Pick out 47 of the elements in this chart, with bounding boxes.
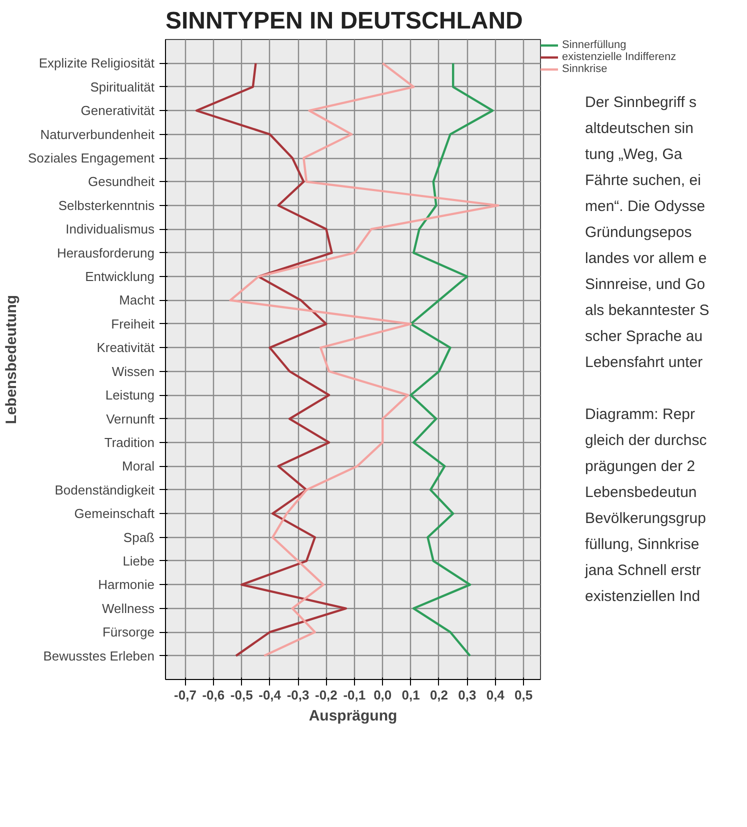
legend-label: Sinnkrise: [562, 63, 608, 75]
y-tick-label: Bodenständigkeit: [54, 482, 155, 498]
y-tick-label: Vernunft: [106, 411, 155, 426]
y-tick-label: Spaß: [123, 530, 155, 545]
y-tick-label: Tradition: [104, 434, 155, 450]
y-tick-label: Individualismus: [66, 222, 155, 237]
y-tick-label: Fürsorge: [102, 624, 155, 640]
x-tick-label: 0,4: [486, 688, 506, 702]
y-tick-label: Liebe: [122, 553, 155, 568]
y-tick-label: Macht: [119, 292, 155, 308]
y-tick-label: Harmonie: [98, 577, 155, 592]
y-tick-label: Freiheit: [111, 316, 155, 332]
legend-label: Sinnerfüllung: [562, 39, 626, 51]
x-tick-label: -0,3: [286, 688, 310, 702]
x-axis-title: Ausprägung: [308, 708, 398, 724]
y-tick-label: Gemeinschaft: [74, 506, 155, 522]
y-tick-label: Leistung: [105, 388, 155, 403]
y-tick-label: Naturverbundenheit: [40, 126, 155, 142]
y-tick-label: Selbsterkenntnis: [58, 198, 155, 213]
y-tick-label: Entwicklung: [85, 269, 155, 284]
chart-title: SINNTYPEN IN DEUTSCHLAND: [166, 8, 523, 34]
x-tick-label: -0,5: [230, 688, 253, 702]
x-tick-label: 0,3: [458, 688, 476, 702]
x-tick-label: -0,7: [174, 688, 196, 702]
text: Diagramm: Repr gleich der durchsc prägungen der 2 Lebensbedeutun Bevölkerungsgrup füllung, Sinnkrise jana Schnell erstr existenziellen Ind: [585, 405, 708, 607]
x-tick-label: 0,1: [402, 688, 420, 702]
y-tick-label: Herausforderung: [56, 245, 155, 260]
y-tick-label: Wellness: [102, 600, 155, 616]
x-tick-label: -0,6: [202, 688, 225, 702]
y-tick-label: Generativität: [80, 103, 155, 118]
legend-label: existenzielle Indifferenz: [562, 51, 676, 63]
x-tick-label: 0,5: [514, 688, 533, 702]
x-tick-label: -0,2: [315, 688, 338, 702]
y-tick-label: Moral: [122, 458, 155, 474]
y-tick-label: Explizite Religiosität: [38, 56, 155, 71]
x-tick-label: -0,1: [343, 688, 366, 702]
y-tick-label: Bewusstes Erleben: [43, 648, 154, 664]
y-tick-label: Spiritualität: [90, 79, 155, 94]
y-tick-label: Wissen: [112, 364, 155, 379]
y-tick-label: Gesundheit: [88, 174, 155, 190]
y-axis-title: Lebensbedeutung: [3, 294, 20, 424]
y-tick-label: Kreativität: [96, 340, 155, 356]
x-tick-label: 0,0: [374, 688, 392, 702]
text: Der Sinnbegriff s altdeutschen sin tung „Weg, Ga Fährte suchen, ei men“. Die Odysse Gründungsepos landes vor allem e Sinnreise, und Go als bekanntester S scher Sprache au Lebensfahrt unter: [585, 94, 710, 371]
x-tick-label: 0,2: [430, 688, 448, 702]
x-tick-label: -0,4: [258, 688, 282, 702]
y-tick-label: Soziales Engagement: [28, 150, 155, 166]
